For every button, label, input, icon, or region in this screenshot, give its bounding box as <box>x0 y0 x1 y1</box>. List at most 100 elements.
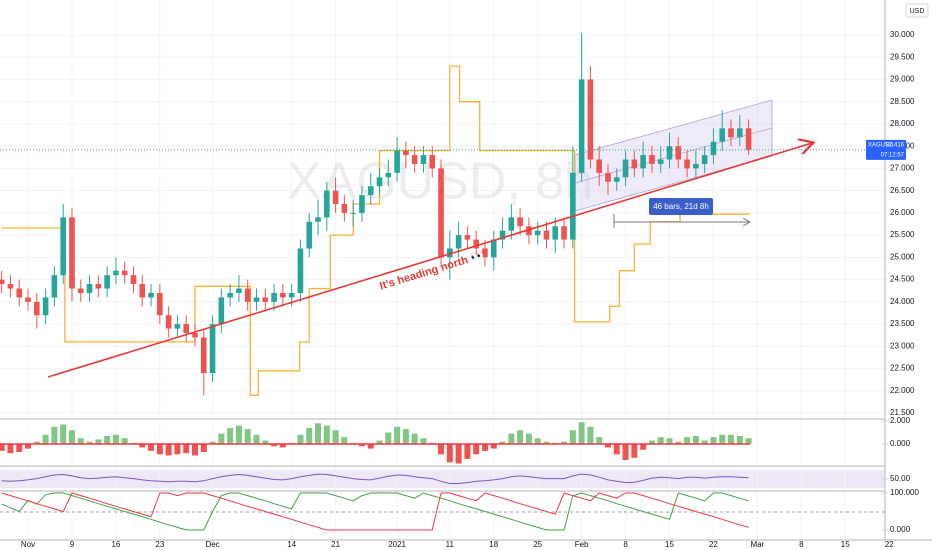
candle-body <box>649 155 655 164</box>
candle-body <box>736 128 743 138</box>
histogram-bar <box>481 443 488 451</box>
series-line <box>1 473 749 484</box>
candle-body <box>42 297 49 316</box>
histogram-bar <box>622 443 629 461</box>
candle-body <box>359 195 365 213</box>
candle-body <box>499 230 506 240</box>
histogram-bar <box>0 443 5 451</box>
band <box>0 470 885 489</box>
histogram-bar <box>279 443 286 448</box>
histogram-bar <box>517 430 524 444</box>
histogram-bar <box>33 441 40 444</box>
histogram-bar <box>77 438 84 444</box>
currency: USD <box>910 8 925 15</box>
histogram-bar <box>613 443 620 455</box>
candle-body <box>534 230 541 236</box>
x-tick-label: 11 <box>446 540 455 549</box>
x-tick-label: 2021 <box>388 540 406 549</box>
candle-body <box>666 146 673 160</box>
candle-body <box>719 128 726 142</box>
x-tick-label: Feb <box>575 540 589 549</box>
histogram-bar <box>218 433 225 444</box>
histogram-bar <box>446 443 453 463</box>
histogram-bar <box>7 443 14 454</box>
x-tick-label: 21 <box>331 540 340 549</box>
x-tick-label: Mar <box>750 540 764 549</box>
histogram-bar <box>323 425 330 444</box>
candle-body <box>596 159 603 173</box>
candle-body <box>200 337 207 374</box>
candle-body <box>315 217 321 222</box>
histogram-bar <box>156 443 163 455</box>
candle-body <box>561 226 567 240</box>
histogram-bar <box>473 443 480 455</box>
x-tick-label: Nov <box>21 540 35 549</box>
histogram-bar <box>235 425 242 444</box>
histogram-bar <box>25 443 32 449</box>
y-tick-label: 28.500 <box>890 97 915 106</box>
histogram-bar <box>16 443 23 453</box>
series-line <box>1 492 749 531</box>
candle-body <box>464 235 471 240</box>
candle-body <box>16 288 23 298</box>
y-tick-label: 22.000 <box>890 386 915 395</box>
y-tick-label: 29.500 <box>890 52 915 61</box>
histogram-bar <box>297 434 304 444</box>
histogram-bar <box>394 426 401 444</box>
histogram-bar <box>385 432 392 444</box>
candle-body <box>394 150 400 173</box>
candle-body <box>341 203 348 213</box>
histogram-bar <box>490 443 497 449</box>
histogram-bar <box>227 427 234 444</box>
y-tick-label: 30.000 <box>890 30 915 39</box>
y-tick-label: 27.000 <box>890 164 915 173</box>
histogram-bar <box>165 443 172 456</box>
trend-line <box>47 143 812 378</box>
candle-body <box>183 324 190 334</box>
y-tick-label: 25.500 <box>890 230 915 239</box>
histogram-bar <box>561 441 568 444</box>
histogram-bar <box>51 426 58 444</box>
candle-body <box>710 141 717 156</box>
y-tick-label: 50.00 <box>890 474 911 483</box>
candle-body <box>95 284 102 289</box>
histogram-bar <box>648 440 655 444</box>
measure-label: 46 bars, 21d 8h <box>653 202 709 211</box>
candle-body <box>148 292 154 298</box>
candle-body <box>139 284 146 298</box>
histogram-bar <box>569 430 576 444</box>
candle-body <box>130 275 137 285</box>
histogram-bar <box>675 441 682 444</box>
histogram-bar <box>728 434 735 444</box>
candle-body <box>236 288 242 293</box>
histogram-bar <box>631 443 638 458</box>
candle-body <box>438 168 444 258</box>
candle-body <box>552 226 559 240</box>
axes: 21.500 22.000 22.500 23.000 23.500 24.000 24.5… <box>0 30 919 549</box>
candle-body <box>543 230 550 240</box>
x-tick-label: 15 <box>841 540 850 549</box>
x-tick-label: 8 <box>799 540 804 549</box>
histogram-bar <box>534 438 541 444</box>
y-tick-label: 2.000 <box>890 416 911 425</box>
candle-body <box>7 284 14 289</box>
histogram-bar <box>710 437 717 444</box>
measure-box <box>649 198 713 215</box>
candle-body <box>165 315 172 329</box>
candle-body <box>350 212 356 214</box>
y-tick-label: 23.500 <box>890 319 915 328</box>
histogram-bar <box>244 429 251 444</box>
y-tick-label: 28.000 <box>890 119 915 128</box>
histogram-bar <box>112 434 119 444</box>
candle-body <box>34 301 40 316</box>
candle-body <box>376 177 383 187</box>
candle-body <box>77 288 84 293</box>
x-tick-label: Dec <box>205 540 219 549</box>
candle-body <box>209 324 216 374</box>
candle-body <box>69 217 75 289</box>
candle-body <box>490 239 497 258</box>
candle-body <box>113 270 119 276</box>
y-tick-label: 26.000 <box>890 208 915 217</box>
currency-box <box>905 3 929 18</box>
